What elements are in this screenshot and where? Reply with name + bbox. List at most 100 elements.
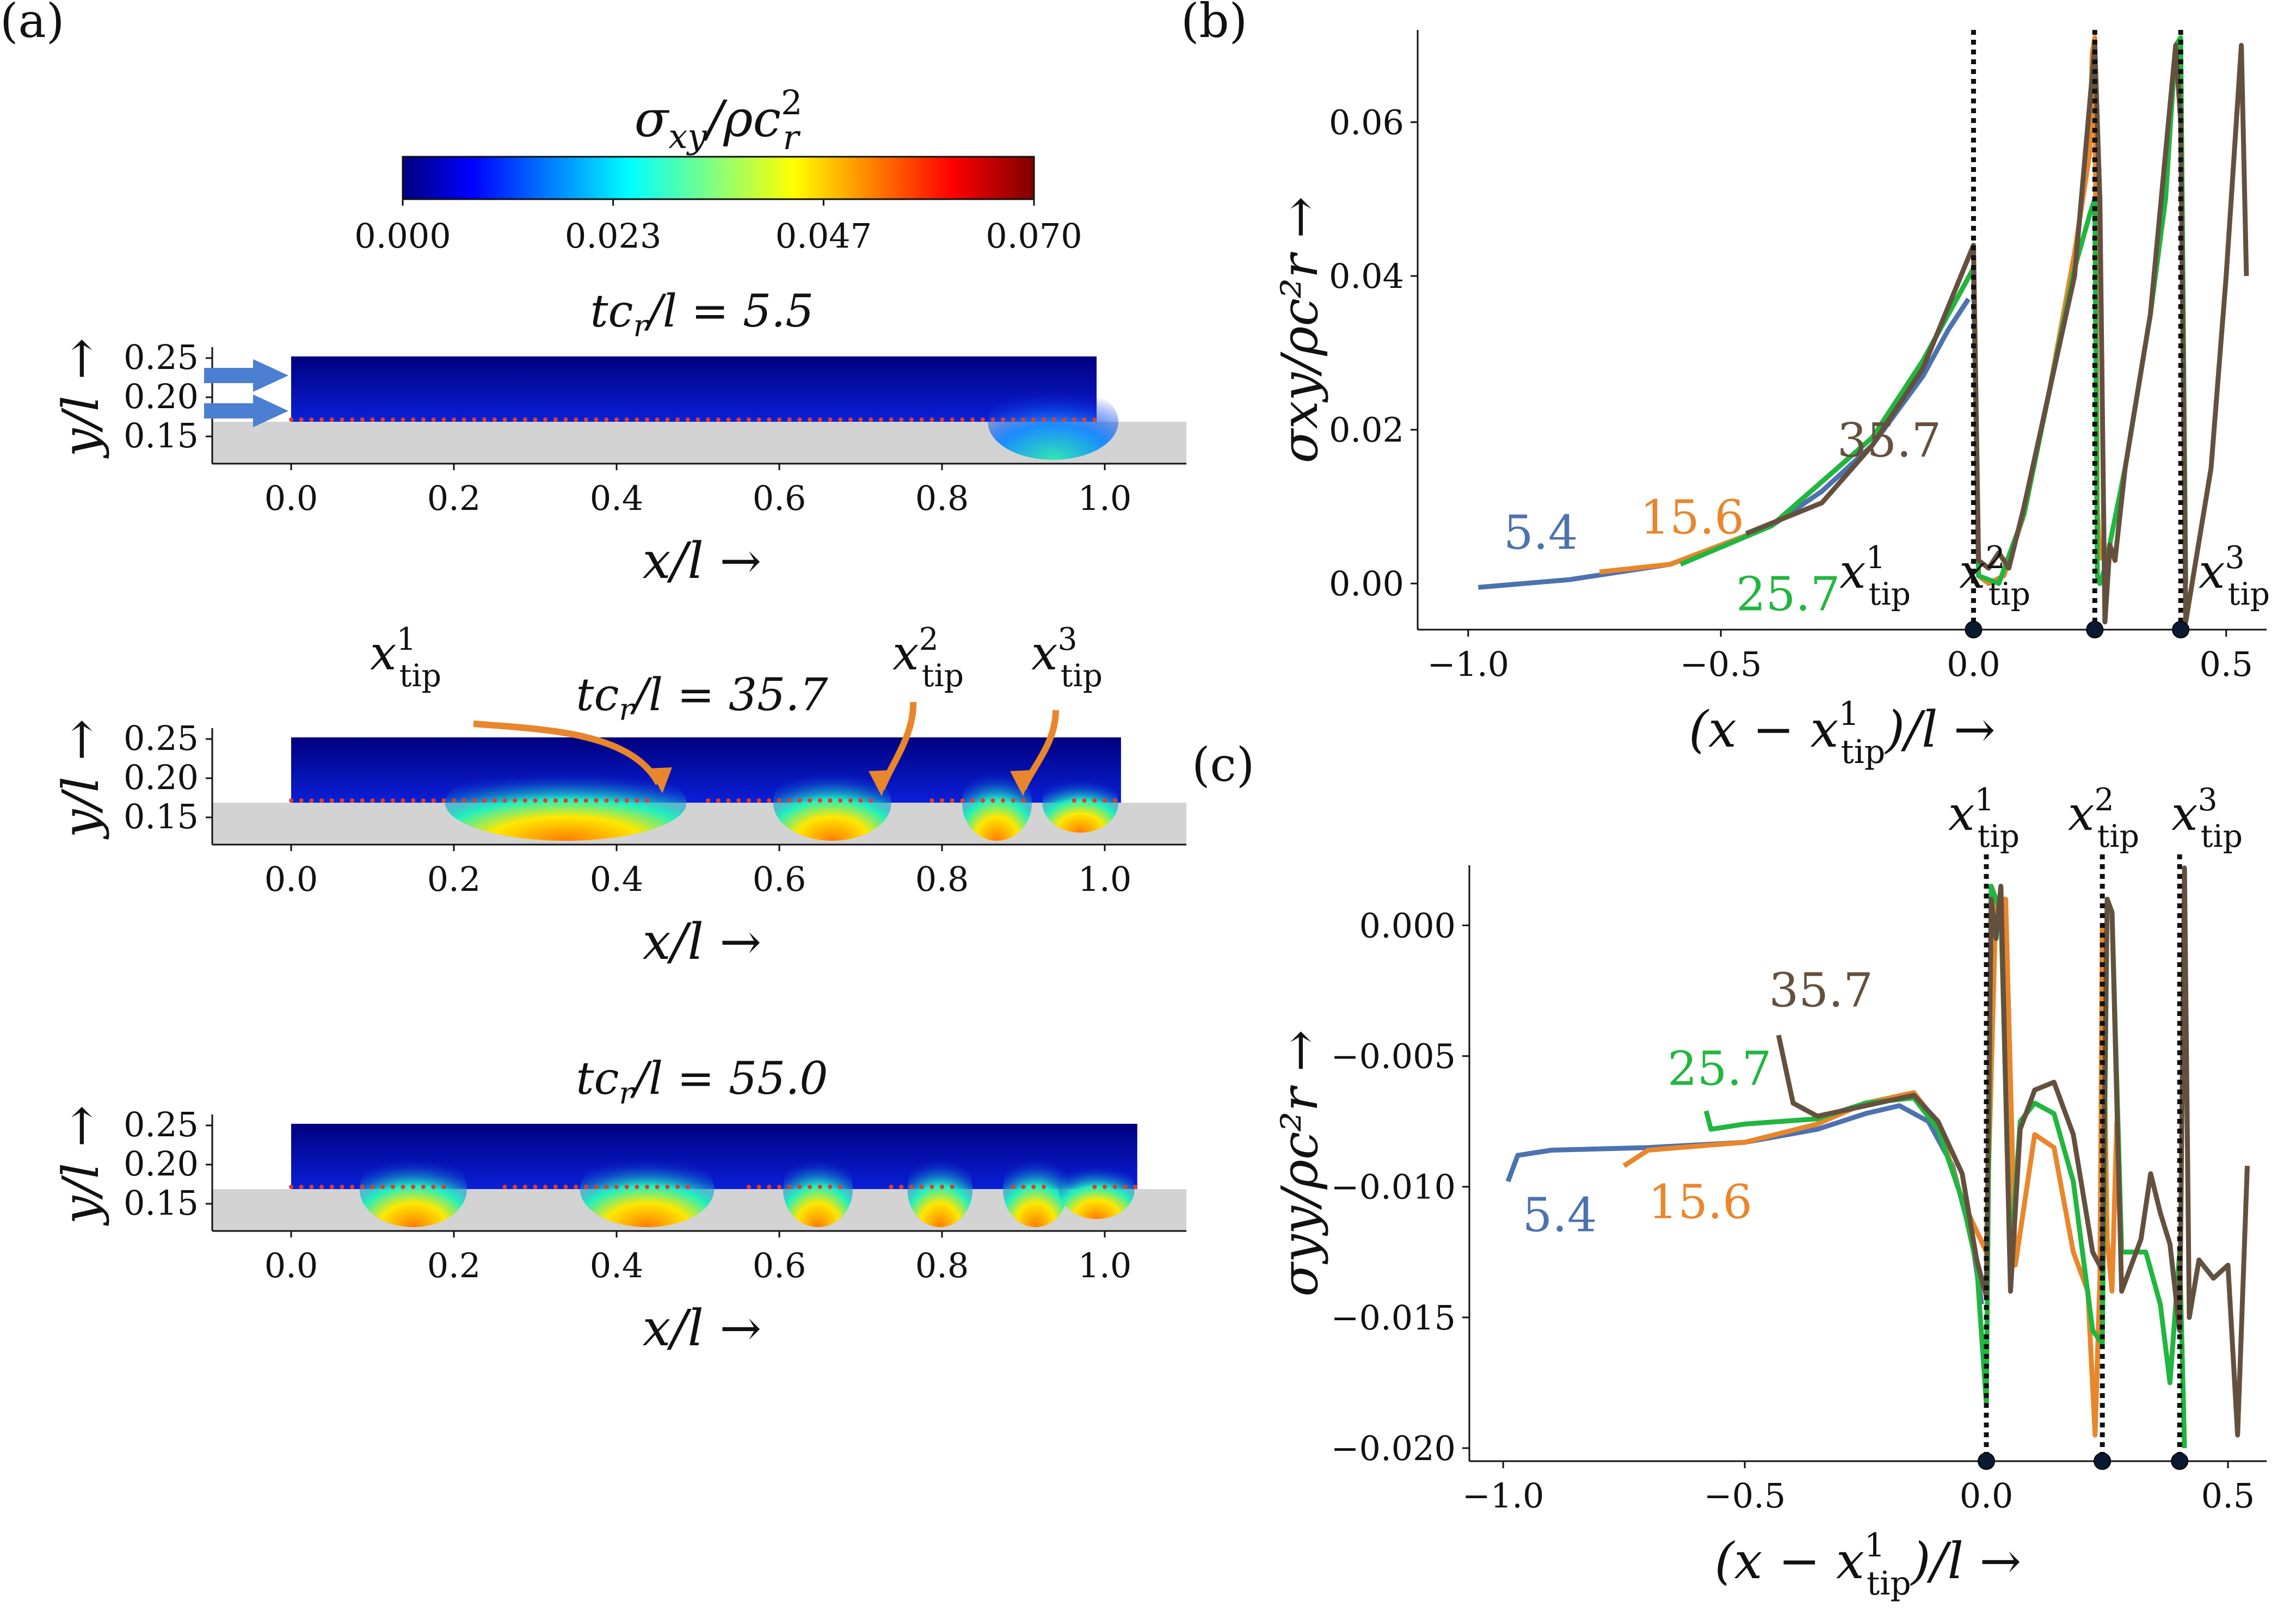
contact-dot (1031, 1185, 1036, 1189)
contact-dot (604, 798, 609, 803)
tip-arrow-head (649, 767, 672, 793)
contact-dot (706, 417, 711, 422)
contact-dot (472, 417, 477, 422)
stress-hotspot (783, 1151, 853, 1227)
x-tick-label: −0.5 (1680, 644, 1762, 684)
contact-dot (594, 798, 599, 803)
contact-dot (726, 417, 731, 422)
x-tick-label: 0.5 (2201, 1476, 2255, 1516)
contact-dot (858, 798, 863, 803)
x-tick-label: 0.4 (590, 859, 644, 899)
contact-dot (309, 1185, 314, 1189)
series-label-5.4: 5.4 (1504, 506, 1578, 561)
contact-dot (838, 798, 843, 803)
contact-dot (817, 417, 822, 422)
contact-dot (492, 798, 497, 803)
contact-dot (980, 417, 985, 422)
series-label-25.7: 25.7 (1667, 1042, 1771, 1096)
tip-marker-1 (1978, 1452, 1996, 1470)
contact-dot (401, 1185, 405, 1189)
contact-dot (1072, 417, 1076, 422)
stress-hotspot (907, 1151, 973, 1227)
x-tick-label: 0.8 (915, 859, 969, 899)
tip-label-1-main: x (370, 626, 397, 681)
contact-dot (461, 417, 466, 422)
tip-marker-1 (1965, 621, 1983, 638)
contact-dot (970, 798, 975, 803)
y-tick-label: 0.20 (124, 758, 199, 797)
contact-dot (289, 417, 293, 422)
contact-dot (787, 798, 792, 803)
contact-dot (583, 1185, 588, 1189)
y-axis-label: y/l → (52, 719, 110, 840)
contact-dot (513, 798, 518, 803)
contact-dot (533, 417, 538, 422)
contact-dot (1011, 798, 1015, 803)
contact-dot (574, 417, 578, 422)
contact-dot (797, 1185, 802, 1189)
contact-dot (594, 1185, 599, 1189)
y-tick-label: −0.015 (1331, 1298, 1456, 1338)
tip-label-1: x1 tip (1839, 540, 1911, 612)
snapshot-title: tcr/l = 5.5 (590, 286, 814, 344)
contact-dot (472, 798, 477, 803)
snapshot-title-pre: tc (590, 286, 633, 337)
x-axis-label-post: )/l → (1884, 700, 1996, 759)
contact-dot (930, 1185, 934, 1189)
tip-marker-3 (2171, 1452, 2189, 1470)
contact-dot (1112, 1185, 1117, 1189)
x-tick-label: 0.6 (753, 1246, 807, 1285)
y-tick-label: 0.20 (124, 1144, 199, 1184)
contact-dot (930, 798, 934, 803)
contact-dot (1062, 417, 1067, 422)
series-label-15.6: 15.6 (1648, 1175, 1752, 1229)
contact-dot (645, 1185, 650, 1189)
contact-dot (899, 417, 904, 422)
contact-dot (990, 798, 995, 803)
contact-dot (817, 1185, 822, 1189)
x-tick-label: 0.4 (590, 1246, 644, 1285)
stress-hotspot (1002, 1151, 1068, 1227)
y-tick-label: 0.20 (124, 377, 199, 416)
contact-dot (553, 798, 558, 803)
x-tick-label: 0.5 (2199, 644, 2253, 684)
tip-label-1-sub: tip (1869, 576, 1911, 612)
panel-label: (c) (1192, 738, 1254, 792)
snapshot-3: tcr/l = 55.0 0.250.200.15 0.0 0.2 0.4 0.6 0.8 1… (52, 1053, 1186, 1357)
contact-dot (604, 417, 609, 422)
contact-dot (340, 1185, 344, 1189)
contact-dot (360, 417, 365, 422)
tip-label-1-sub: tip (399, 658, 441, 694)
contact-dot (624, 798, 629, 803)
inflow-arrow-head (253, 395, 288, 427)
contact-dot (502, 417, 507, 422)
tip-marker-2 (2086, 621, 2104, 638)
colorbar-tick-label: 0.000 (354, 216, 451, 256)
series-label-15.6: 15.6 (1640, 490, 1744, 545)
snapshot-title-post: /l = 5.5 (644, 286, 814, 337)
tip-label-2-sub: tip (1989, 576, 2030, 612)
tip-label-3-main: x (2199, 545, 2225, 599)
contact-dot (1103, 798, 1107, 803)
x-tick-label: −1.0 (1462, 1476, 1544, 1516)
contact-dot (635, 417, 639, 422)
contact-dot (950, 417, 955, 422)
contact-dot (1082, 798, 1087, 803)
contact-dot (665, 1185, 670, 1189)
tip-label-1-main: x (1839, 545, 1866, 599)
stress-hotspot (1042, 773, 1119, 833)
snapshot-title: tcr/l = 35.7 (576, 669, 829, 728)
snapshot-title-sub: r (619, 692, 635, 728)
contact-dot (1001, 798, 1006, 803)
x-axis-label: (x − x1 tip)/l → (1715, 1526, 2022, 1603)
contact-dot (828, 417, 833, 422)
contact-dot (299, 798, 304, 803)
series-line-35.7 (1776, 865, 2250, 1438)
tip-label-1-main: x (1948, 787, 1975, 841)
tip-label-3-sup: 3 (1058, 621, 1078, 657)
contact-dot (360, 798, 365, 803)
x-tick-label: 0.2 (427, 478, 481, 518)
y-tick-label: 0.15 (124, 1183, 199, 1223)
contact-dot (746, 1185, 751, 1189)
tip-label-3-sup: 3 (2225, 540, 2245, 576)
